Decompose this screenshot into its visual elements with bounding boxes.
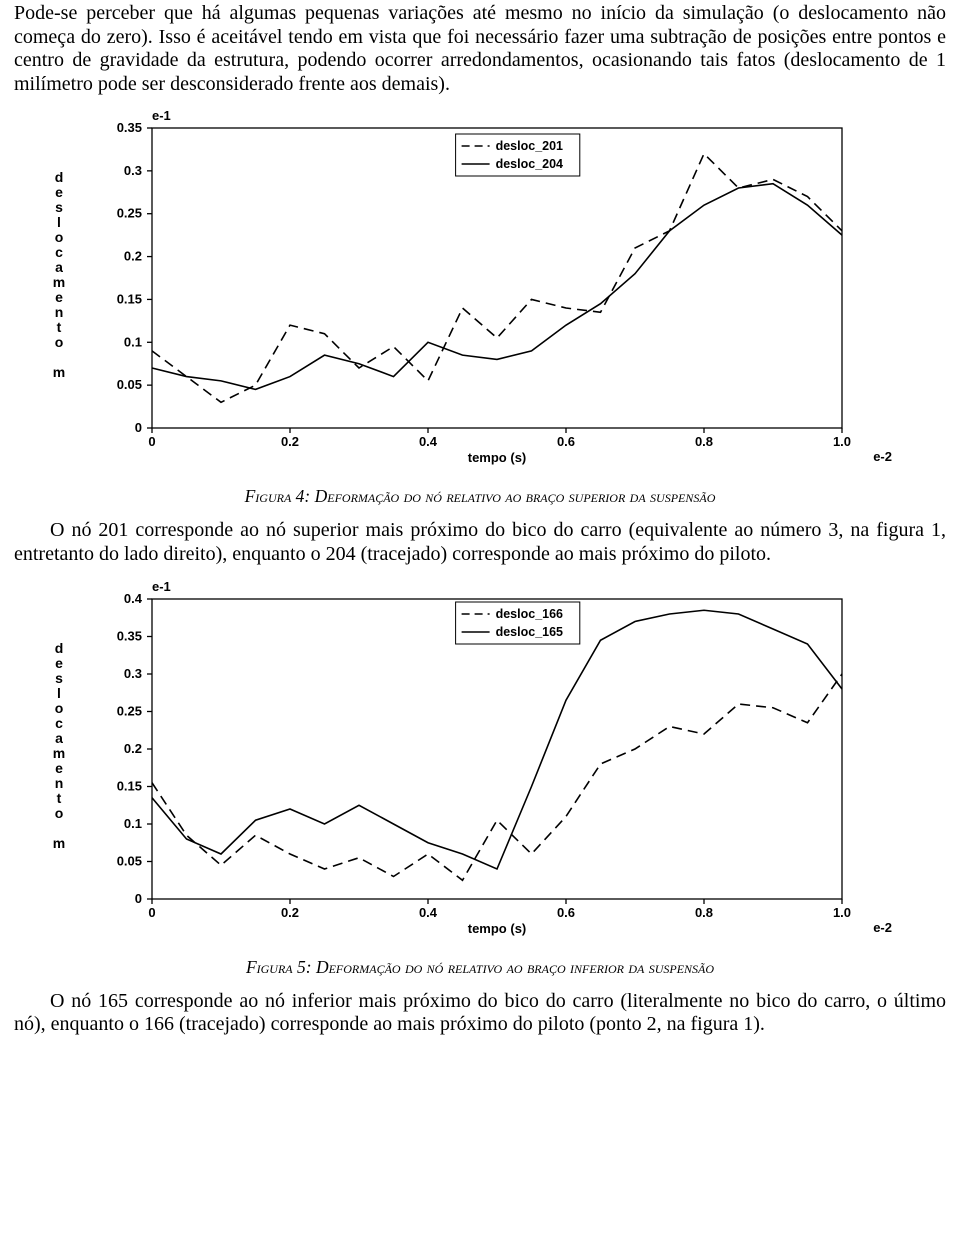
- svg-text:0.8: 0.8: [695, 434, 713, 449]
- svg-text:0.6: 0.6: [557, 434, 575, 449]
- figure-4-chart: e-1 deslocamento m 00.20.40.60.81.0tempo…: [70, 110, 890, 482]
- paragraph-3: O nó 165 corresponde ao nó inferior mais…: [14, 990, 946, 1037]
- svg-text:desloc_204: desloc_204: [496, 157, 563, 171]
- svg-text:0.6: 0.6: [557, 905, 575, 920]
- svg-text:0.1: 0.1: [124, 816, 142, 831]
- svg-text:0.15: 0.15: [117, 778, 142, 793]
- svg-text:1.0: 1.0: [833, 905, 851, 920]
- fig4-ylabel: deslocamento m: [52, 170, 66, 380]
- svg-text:0.4: 0.4: [419, 434, 438, 449]
- svg-text:0.25: 0.25: [117, 206, 142, 221]
- paragraph-3-text: O nó 165 corresponde ao nó inferior mais…: [14, 990, 946, 1036]
- svg-text:0: 0: [135, 891, 142, 906]
- svg-text:tempo (s): tempo (s): [468, 921, 527, 936]
- svg-text:0.25: 0.25: [117, 703, 142, 718]
- fig5-xscale: e-2: [873, 920, 892, 935]
- paragraph-2: O nó 201 corresponde ao nó superior mais…: [14, 519, 946, 566]
- svg-text:0.15: 0.15: [117, 292, 142, 307]
- svg-text:0.05: 0.05: [117, 378, 142, 393]
- paragraph-1: Pode-se perceber que há algumas pequenas…: [14, 2, 946, 96]
- svg-text:desloc_166: desloc_166: [496, 607, 563, 621]
- svg-text:0.2: 0.2: [124, 741, 142, 756]
- svg-text:tempo (s): tempo (s): [468, 450, 527, 465]
- svg-text:0.3: 0.3: [124, 163, 142, 178]
- fig4-yscale: e-1: [152, 108, 171, 123]
- svg-text:0.2: 0.2: [124, 249, 142, 264]
- paragraph-2-text: O nó 201 corresponde ao nó superior mais…: [14, 519, 946, 565]
- fig4-xscale: e-2: [873, 449, 892, 464]
- svg-text:desloc_201: desloc_201: [496, 139, 563, 153]
- svg-text:desloc_165: desloc_165: [496, 625, 563, 639]
- svg-text:0.4: 0.4: [419, 905, 438, 920]
- svg-text:1.0: 1.0: [833, 434, 851, 449]
- svg-text:0.2: 0.2: [281, 434, 299, 449]
- svg-text:0.1: 0.1: [124, 335, 142, 350]
- fig5-ylabel: deslocamento m: [52, 641, 66, 851]
- svg-text:0.35: 0.35: [117, 120, 142, 135]
- svg-text:0.2: 0.2: [281, 905, 299, 920]
- svg-text:0.05: 0.05: [117, 853, 142, 868]
- svg-text:0.8: 0.8: [695, 905, 713, 920]
- fig5-yscale: e-1: [152, 579, 171, 594]
- figure-5-caption: Figura 5: Deformação do nó relativo ao b…: [14, 957, 946, 978]
- figure-4-caption: Figura 4: Deformação do nó relativo ao b…: [14, 486, 946, 507]
- svg-text:0.3: 0.3: [124, 666, 142, 681]
- svg-text:0: 0: [148, 905, 155, 920]
- svg-text:0: 0: [135, 420, 142, 435]
- paragraph-1-text: Pode-se perceber que há algumas pequenas…: [14, 2, 946, 95]
- svg-text:0.35: 0.35: [117, 628, 142, 643]
- svg-text:0: 0: [148, 434, 155, 449]
- svg-text:0.4: 0.4: [124, 591, 143, 606]
- figure-5-chart: e-1 deslocamento m 00.20.40.60.81.0tempo…: [70, 581, 890, 953]
